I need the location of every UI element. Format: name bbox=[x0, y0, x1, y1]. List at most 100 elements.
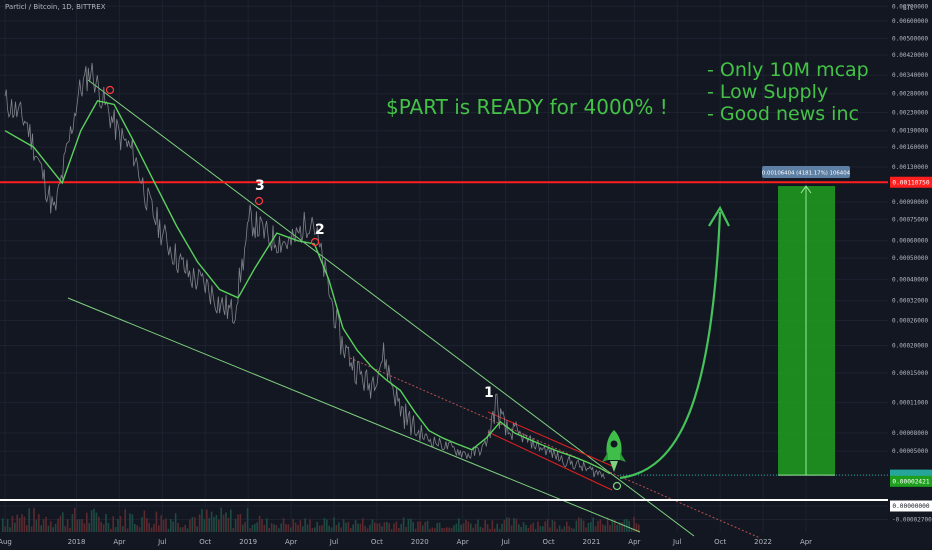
volume-bar bbox=[467, 521, 470, 532]
volume-bar bbox=[518, 524, 520, 532]
volume-bar bbox=[364, 526, 366, 532]
volume-bar bbox=[532, 522, 534, 532]
volume-bar bbox=[59, 515, 62, 532]
volume-bar bbox=[482, 527, 484, 532]
volume-bar bbox=[268, 527, 270, 532]
volume-bar bbox=[551, 520, 554, 532]
volume-bar bbox=[398, 527, 400, 532]
volume-bar bbox=[455, 523, 458, 532]
volume-bar bbox=[266, 518, 268, 532]
volume-bar bbox=[561, 528, 563, 532]
volume-bar bbox=[395, 521, 398, 532]
volume-bar bbox=[2, 518, 4, 532]
volume-bar bbox=[150, 527, 153, 532]
volume-bar bbox=[465, 519, 467, 532]
volume-bar bbox=[129, 513, 131, 532]
volume-bar bbox=[146, 518, 148, 532]
y-tick-label: 0.00280000 bbox=[892, 91, 929, 98]
lower-channel-line bbox=[67, 297, 641, 533]
volume-bar bbox=[316, 521, 318, 532]
volume-bar bbox=[98, 516, 100, 532]
volume-bar bbox=[412, 522, 414, 532]
bullet-mcap: - Only 10M mcap bbox=[707, 59, 869, 81]
volume-bar bbox=[158, 525, 160, 532]
falling-wedge-top bbox=[487, 411, 613, 467]
volume-bar bbox=[616, 524, 618, 532]
dotted-trend-line bbox=[349, 357, 761, 539]
volume-bar bbox=[246, 507, 249, 532]
price-tag[interactable] bbox=[890, 500, 932, 512]
volume-bar bbox=[582, 520, 585, 532]
volume-bar bbox=[333, 517, 335, 532]
price-tag[interactable] bbox=[890, 176, 932, 188]
volume-bar bbox=[462, 523, 465, 532]
volume-bar bbox=[354, 519, 357, 532]
volume-bar bbox=[592, 517, 594, 532]
volume-bar bbox=[198, 514, 201, 532]
y-tick-label: 0.00600000 bbox=[892, 18, 929, 25]
y-tick-label: 0.00060000 bbox=[892, 238, 929, 245]
volume-bar bbox=[604, 525, 606, 532]
volume-bar bbox=[321, 525, 323, 532]
volume-bar bbox=[26, 525, 28, 532]
volume-bar bbox=[90, 510, 93, 532]
volume-bar bbox=[611, 519, 614, 532]
y-tick-label: -0.00002700 bbox=[892, 517, 932, 524]
price-axis-panel bbox=[888, 0, 932, 550]
volume-bar bbox=[270, 523, 273, 532]
y-tick-label: 0.00160000 bbox=[892, 144, 929, 151]
x-tick-label: Aug bbox=[0, 538, 12, 546]
volume-bar bbox=[417, 521, 419, 532]
volume-bar bbox=[450, 527, 453, 532]
y-tick-label: 0.00420000 bbox=[892, 52, 929, 59]
volume-bar bbox=[426, 520, 429, 532]
volume-bar bbox=[436, 523, 438, 532]
volume-bar bbox=[244, 522, 246, 532]
chart-grid bbox=[0, 0, 888, 532]
volume-bar bbox=[402, 517, 405, 532]
x-tick-label: Apr bbox=[457, 538, 469, 546]
y-tick-label: 0.00075000 bbox=[892, 216, 929, 223]
volume-bar bbox=[386, 521, 388, 532]
x-tick-label: Oct bbox=[371, 538, 383, 546]
upper-channel-line bbox=[87, 79, 695, 537]
volume-bar bbox=[62, 512, 64, 532]
volume-bar bbox=[155, 511, 158, 532]
y-tick-label: 0.00500000 bbox=[892, 35, 929, 42]
volume-bar bbox=[458, 518, 460, 532]
target-label: 0.00106404 (4181.17%) 106404 bbox=[762, 171, 851, 177]
volume-bar bbox=[278, 528, 280, 532]
volume-bar bbox=[160, 515, 162, 532]
volume-bar bbox=[525, 524, 527, 532]
volume-bar bbox=[93, 508, 95, 532]
headline-annotation: $PART is READY for 4000% ! bbox=[386, 95, 668, 119]
volume-bar bbox=[165, 518, 167, 532]
volume-bar bbox=[441, 527, 443, 532]
volume-bar bbox=[352, 524, 354, 532]
x-tick-label: Jul bbox=[672, 538, 682, 546]
time-axis[interactable]: Aug 2018 Apr Jul Oct 2019 Apr Jul Oct 2020 Apr Jul O… bbox=[0, 538, 812, 546]
volume-bar bbox=[496, 523, 498, 532]
volume-bar bbox=[40, 525, 42, 532]
volume-bar bbox=[215, 515, 218, 532]
volume-bar bbox=[95, 512, 98, 532]
chart-overlay: 0.00106404 (4181.17%) 106404 bbox=[619, 166, 851, 480]
price-tag[interactable] bbox=[890, 475, 932, 487]
volume-bar bbox=[626, 518, 628, 532]
volume-bar bbox=[294, 522, 297, 532]
wave-marker bbox=[105, 85, 115, 95]
volume-bar bbox=[472, 527, 474, 532]
x-tick-label: Jul bbox=[500, 538, 510, 546]
volume-bar bbox=[570, 527, 573, 532]
volume-bar bbox=[407, 518, 410, 532]
volume-bar bbox=[256, 522, 258, 532]
volume-bar bbox=[378, 523, 381, 532]
volume-bar bbox=[30, 526, 33, 532]
volume-bar bbox=[162, 520, 165, 532]
volume-bar bbox=[594, 526, 597, 532]
wave-label-2: 2 bbox=[315, 222, 325, 238]
volume-bar bbox=[124, 509, 126, 532]
volume-bar bbox=[563, 526, 566, 532]
